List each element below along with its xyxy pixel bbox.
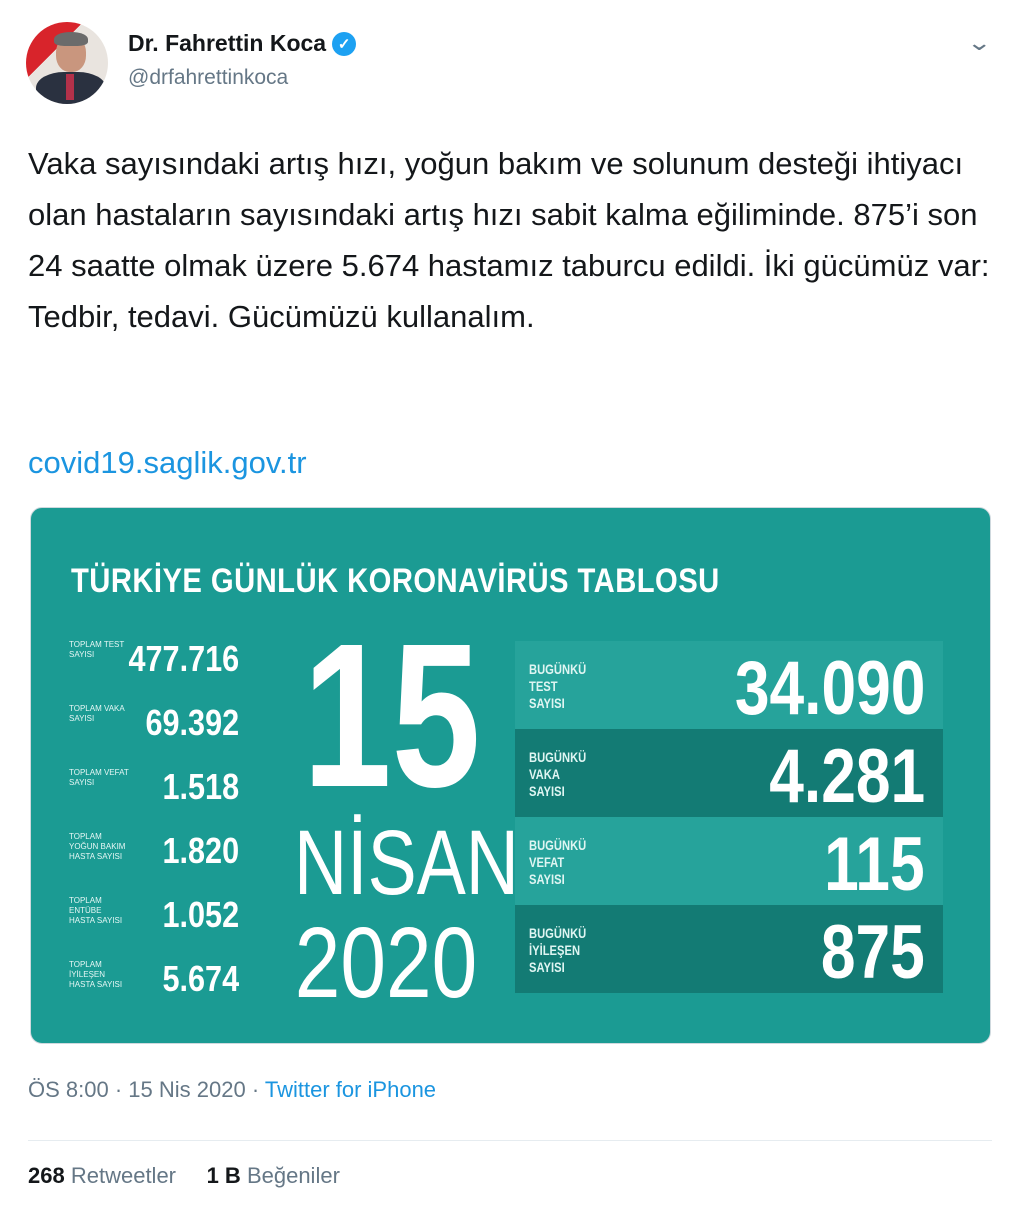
date-year: 2020 [294,907,478,1019]
avatar[interactable] [26,22,108,104]
total-value: 5.674 [162,958,239,999]
total-value: 477.716 [128,638,239,679]
total-label: TOPLAM VAKA SAYISI [69,704,125,723]
today-row: BUGÜNKÜ TEST SAYISI 34.090 [515,641,943,731]
today-label: BUGÜNKÜ VAKA SAYISI [529,749,587,799]
date-day: 15 [302,601,481,830]
today-label: BUGÜNKÜ İYİLEŞEN SAYISI [529,925,587,975]
author-name[interactable]: Dr. Fahrettin Koca ✓ [128,30,357,57]
today-row: BUGÜNKÜ VEFAT SAYISI 115 [515,817,943,907]
today-label: BUGÜNKÜ TEST SAYISI [529,661,587,711]
likes-stat[interactable]: 1 B Beğeniler [207,1163,340,1188]
tweet-meta: ÖS 8:00 · 15 Nis 2020 · Twitter for iPho… [28,1077,437,1102]
total-row: TOPLAM VEFAT SAYISI 1.518 [69,764,239,814]
author-name-text[interactable]: Dr. Fahrettin Koca [128,30,327,56]
chevron-down-icon[interactable]: ⌄ [966,30,993,55]
tweet-stats: 268 Retweetler 1 B Beğeniler [28,1163,340,1189]
infographic-image[interactable]: TÜRKİYE GÜNLÜK KORONAVİRÜS TABLOSU TOPLA… [30,507,991,1044]
tweet-link[interactable]: covid19.saglik.gov.tr [28,445,307,480]
today-value: 115 [824,822,925,907]
author-handle[interactable]: @drfahrettinkoca [128,66,289,89]
total-row: TOPLAM VAKA SAYISI 69.392 [69,700,239,750]
total-value: 1.052 [162,894,239,935]
today-value: 34.090 [734,646,925,731]
total-value: 1.820 [162,830,239,871]
today-value: 875 [821,910,925,995]
total-row: TOPLAM TEST SAYISI 477.716 [69,636,239,686]
total-label: TOPLAM İYİLEŞEN HASTA SAYISI [69,960,123,989]
total-row: TOPLAM YOĞUN BAKIM HASTA SAYISI 1.820 [69,828,239,878]
tweet-source-link[interactable]: Twitter for iPhone [264,1077,437,1102]
total-label: TOPLAM VEFAT SAYISI [69,768,129,787]
today-label: BUGÜNKÜ VEFAT SAYISI [529,837,587,887]
total-row: TOPLAM İYİLEŞEN HASTA SAYISI 5.674 [69,956,239,1006]
retweets-count: 268 [28,1163,65,1188]
total-label: TOPLAM YOĞUN BAKIM HASTA SAYISI [69,832,126,861]
retweets-stat[interactable]: 268 Retweetler [28,1163,176,1188]
tweet-time[interactable]: ÖS 8:00 [28,1077,109,1102]
total-label: TOPLAM ENTÜBE HASTA SAYISI [69,896,123,925]
tweet-date[interactable]: 15 Nis 2020 [128,1077,246,1102]
today-row: BUGÜNKÜ VAKA SAYISI 4.281 [515,729,943,819]
tweet-text: Vaka sayısındaki artış hızı, yoğun bakım… [28,146,990,334]
today-value: 4.281 [769,734,925,819]
infographic-title: TÜRKİYE GÜNLÜK KORONAVİRÜS TABLOSU [71,562,720,600]
today-row: BUGÜNKÜ İYİLEŞEN SAYISI 875 [515,905,943,995]
total-value: 69.392 [145,702,239,743]
verified-badge-icon: ✓ [332,31,357,56]
total-label: TOPLAM TEST SAYISI [69,640,125,659]
likes-label: Beğeniler [246,1163,340,1188]
total-value: 1.518 [162,766,239,807]
likes-count: 1 B [206,1163,241,1188]
retweets-label: Retweetler [70,1163,176,1188]
divider [28,1140,992,1141]
total-row: TOPLAM ENTÜBE HASTA SAYISI 1.052 [69,892,239,942]
date-month: NİSAN [294,812,519,914]
